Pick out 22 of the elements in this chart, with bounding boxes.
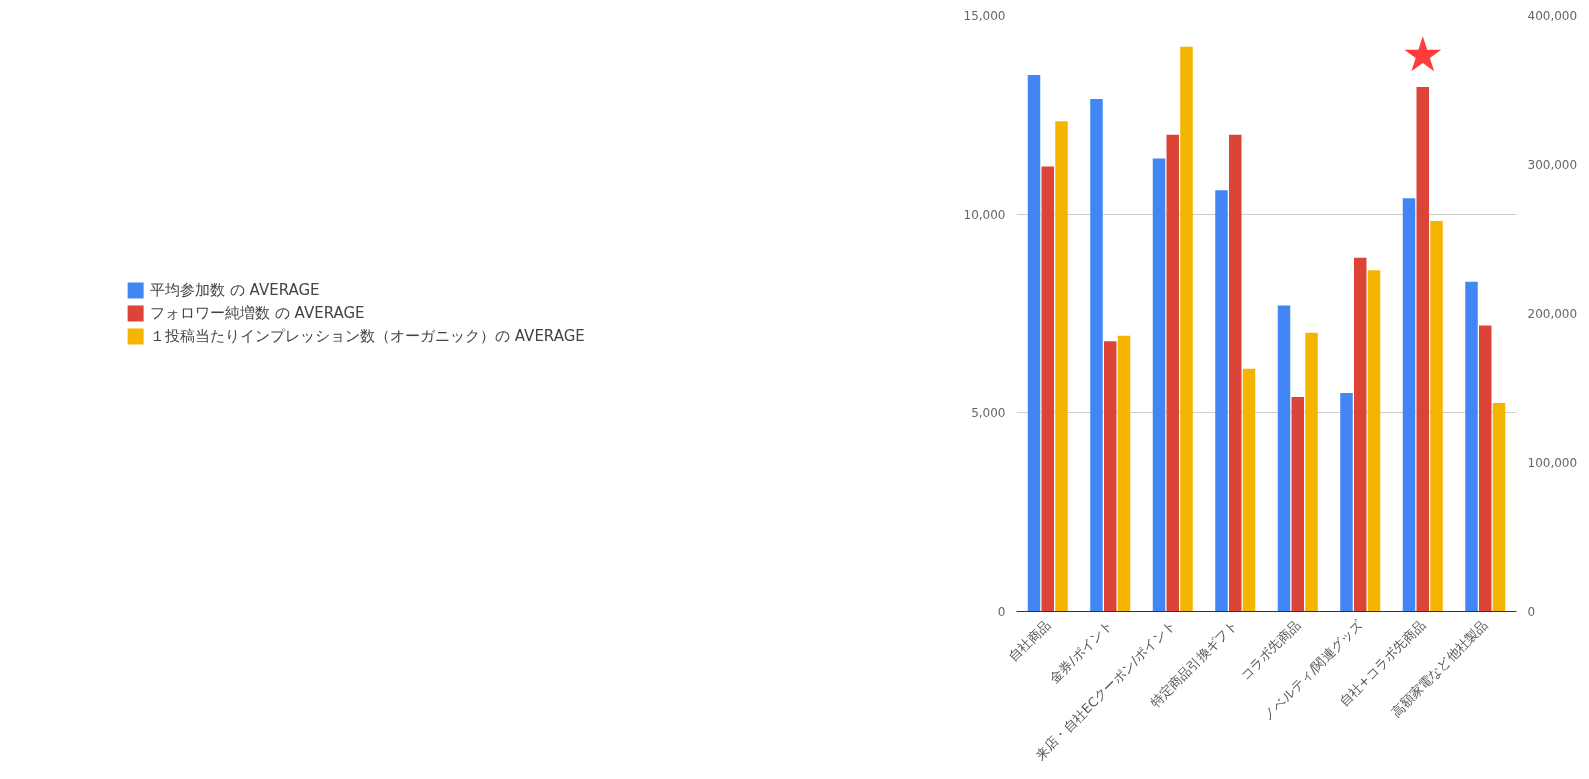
- legend-label: 平均参加数 の AVERAGE: [150, 280, 320, 300]
- bar: [1402, 198, 1416, 612]
- y-tick-label: 15,000: [963, 9, 1006, 23]
- y-tick-label: 10,000: [963, 207, 1006, 222]
- bar: [1277, 305, 1291, 612]
- y-tick-label: 5,000: [971, 406, 1006, 421]
- legend-label: １投稿当たりインプレッション数（オーガニック）の AVERAGE: [150, 326, 585, 346]
- bar: [1340, 392, 1353, 612]
- y2-tick-label: 300,000: [1527, 158, 1578, 172]
- bar: [1152, 158, 1166, 612]
- y2-tick-label: 0: [1527, 605, 1536, 619]
- y2-tick-label: 100,000: [1527, 456, 1578, 470]
- bar: [1027, 75, 1041, 612]
- x-tick-label: 自社商品: [1005, 617, 1054, 665]
- bar: [1465, 281, 1478, 612]
- legend-label: フォロワー純増数 の AVERAGE: [150, 303, 365, 323]
- bar: [1215, 190, 1228, 612]
- y2-tick-label: 200,000: [1527, 307, 1578, 321]
- y2-tick-label: 400,000: [1527, 9, 1578, 23]
- bar: [1090, 98, 1103, 612]
- y-tick-label: 0: [997, 605, 1006, 619]
- annotation: ★: [1401, 26, 1445, 83]
